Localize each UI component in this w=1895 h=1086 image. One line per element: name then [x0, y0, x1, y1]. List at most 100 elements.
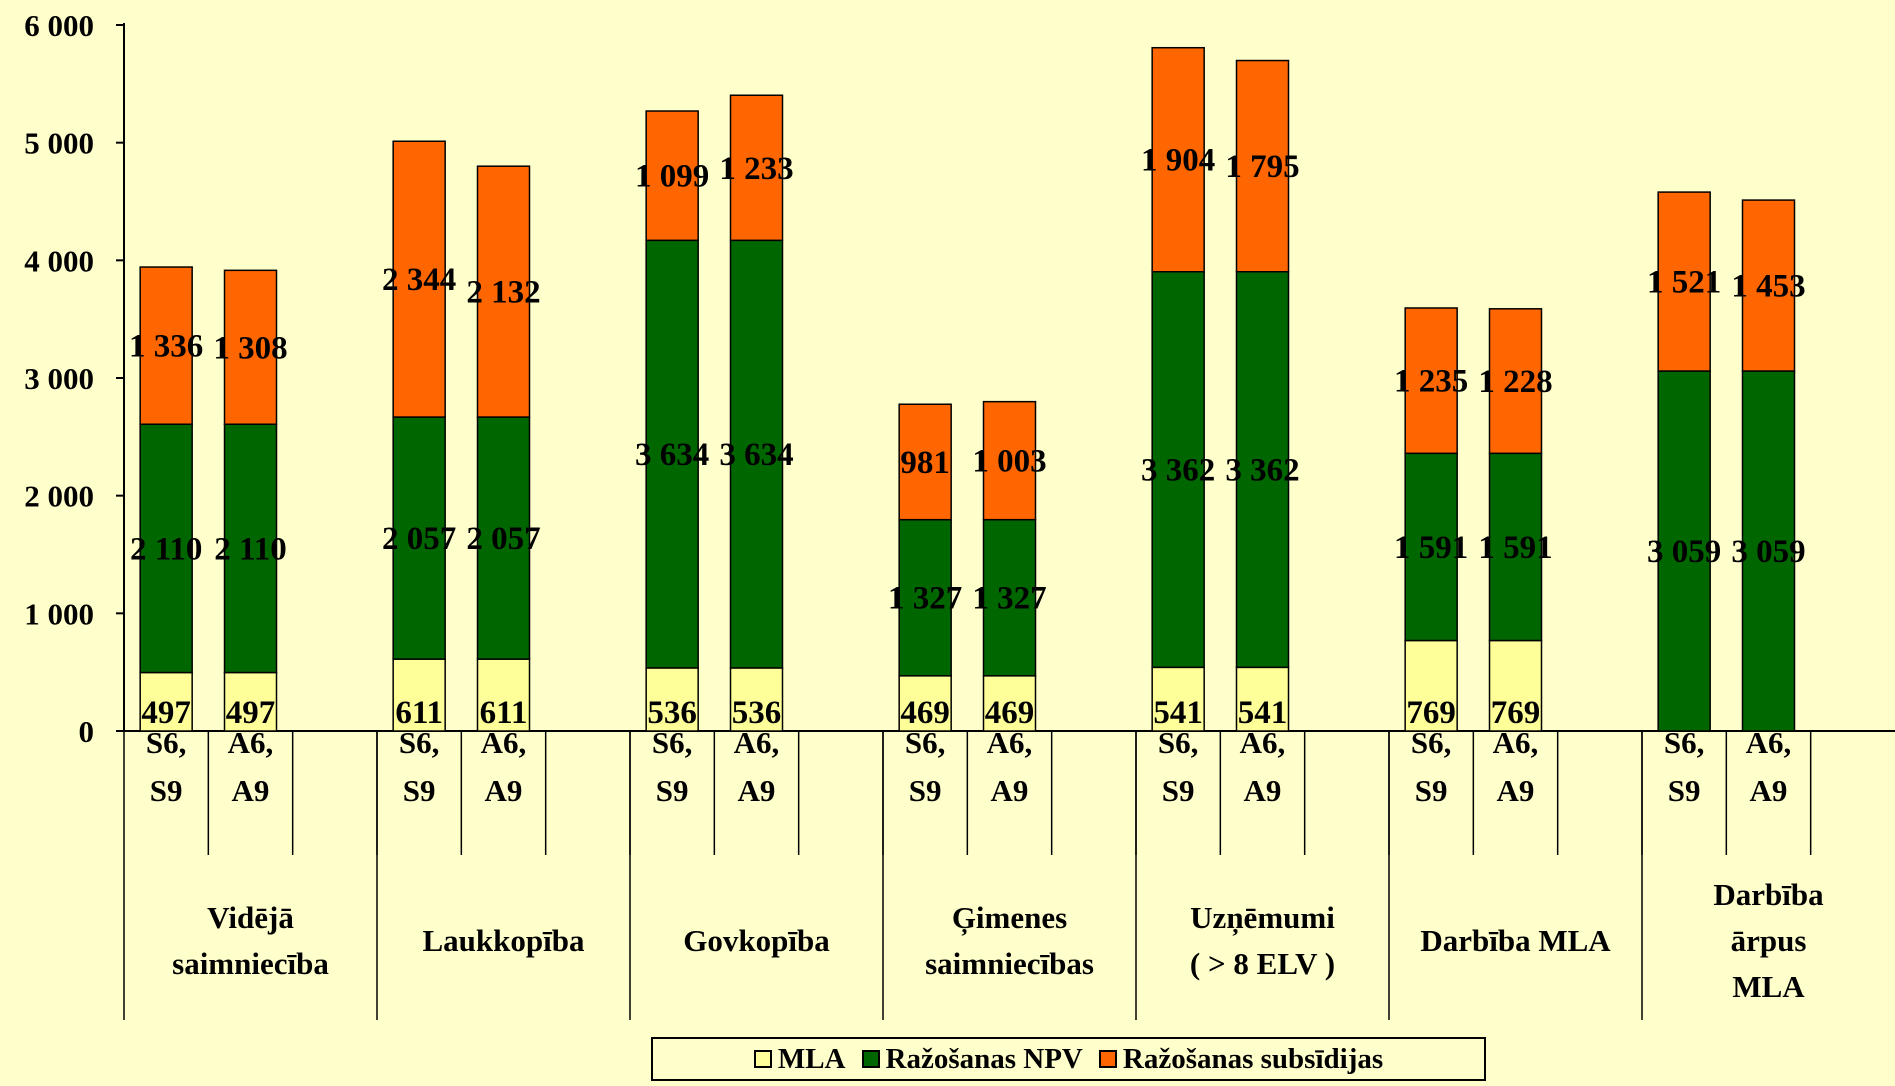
bar-segment-subsidies — [476, 165, 531, 418]
y-tick-label: 2 000 — [24, 479, 94, 514]
bar-segment-subsidies — [982, 400, 1037, 521]
category-label: S9 — [1668, 773, 1701, 808]
data-label-mla: 497 — [141, 695, 191, 731]
y-tick-label: 1 000 — [24, 596, 94, 631]
y-tick-label: 0 — [79, 714, 95, 749]
data-label-subsidies: 1 233 — [719, 151, 793, 187]
group-label: Govkopība — [683, 923, 830, 958]
category-label: S9 — [1162, 773, 1195, 808]
bar-segment-subsidies — [223, 269, 278, 425]
legend-swatch-subsidies — [1098, 1050, 1117, 1068]
data-label-mla: 536 — [732, 695, 782, 731]
bar-segment-subsidies — [392, 140, 446, 418]
bar-segment-subsidies — [1488, 308, 1543, 455]
data-label-npv: 1 591 — [1394, 530, 1468, 566]
bar-segment-npv — [1488, 452, 1543, 642]
bar-segment-mla — [1488, 639, 1543, 732]
data-label-subsidies: 2 344 — [382, 262, 456, 298]
data-label-mla: 469 — [985, 695, 1035, 731]
legend-swatch-npv — [861, 1050, 880, 1068]
data-label-subsidies: 1 904 — [1141, 143, 1215, 179]
bar-segment-mla — [1404, 639, 1458, 732]
bar-segment-npv — [223, 423, 278, 674]
category-label: S9 — [909, 773, 942, 808]
group-label: Uzņēmumi — [1190, 900, 1335, 936]
group-label: ( > 8 ELV ) — [1190, 946, 1335, 981]
bar-segment-mla — [729, 667, 784, 732]
data-label-npv: 3 059 — [1731, 534, 1805, 570]
data-label-mla: 469 — [900, 695, 950, 731]
bar-segment-subsidies — [1657, 191, 1711, 372]
data-label-mla: 769 — [1491, 695, 1541, 731]
data-label-npv: 2 057 — [382, 521, 456, 557]
data-label-mla: 769 — [1406, 695, 1456, 731]
y-tick-label: 3 000 — [24, 361, 94, 396]
group-label: saimniecības — [925, 946, 1094, 981]
category-label: S9 — [403, 773, 436, 808]
data-label-npv: 3 634 — [635, 437, 709, 473]
legend-label-mla: MLA — [777, 1042, 846, 1075]
data-label-subsidies: 1 795 — [1225, 149, 1299, 185]
bar-segment-npv — [729, 239, 784, 669]
data-label-npv: 3 059 — [1647, 534, 1721, 570]
group-label: saimniecība — [172, 946, 329, 981]
legend-swatch-mla — [753, 1050, 772, 1068]
data-label-npv: 2 110 — [130, 531, 202, 567]
group-label: ārpus — [1731, 923, 1807, 958]
category-label: S9 — [656, 773, 689, 808]
data-label-subsidies: 1 336 — [129, 329, 203, 365]
group-label: Vidējā — [207, 900, 294, 935]
group-label: MLA — [1732, 969, 1805, 1004]
y-tick-label: 4 000 — [24, 243, 94, 278]
group-label: Ģimenes — [952, 900, 1067, 936]
bar-segment-npv — [645, 239, 699, 669]
data-label-subsidies: 1 521 — [1647, 265, 1721, 301]
bar-segment-npv — [1404, 452, 1458, 642]
bar-segment-npv — [1235, 270, 1290, 669]
data-label-subsidies: 1 235 — [1394, 364, 1468, 400]
category-label: A9 — [991, 773, 1029, 808]
data-label-mla: 541 — [1153, 695, 1203, 731]
data-label-subsidies: 1 453 — [1731, 269, 1805, 305]
legend-item-npv: Ražošanas NPV — [861, 1042, 1083, 1076]
data-label-npv: 2 057 — [466, 521, 540, 557]
data-label-npv: 3 634 — [719, 437, 793, 473]
data-label-mla: 611 — [480, 695, 528, 731]
category-label: S9 — [1415, 773, 1448, 808]
data-label-npv: 1 327 — [972, 581, 1046, 617]
bar-segment-subsidies — [1151, 46, 1205, 273]
bar-segment-npv — [1657, 370, 1711, 732]
bar-segment-npv — [982, 518, 1037, 677]
bar-segment-mla — [139, 671, 193, 732]
bar-segment-subsidies — [139, 266, 193, 425]
bar-segment-npv — [898, 518, 952, 677]
group-label: Darbība — [1713, 877, 1824, 912]
data-label-subsidies: 2 132 — [466, 275, 540, 311]
bar-segment-subsidies — [645, 110, 699, 242]
bar-segment-subsidies — [1741, 199, 1796, 372]
category-label: A9 — [232, 773, 270, 808]
y-tick-label: 6 000 — [24, 8, 94, 43]
bar-segment-subsidies — [1235, 59, 1290, 273]
category-label: A9 — [1497, 773, 1535, 808]
legend-label-npv: Ražošanas NPV — [885, 1042, 1083, 1075]
bar-segment-mla — [392, 658, 446, 732]
category-label: A9 — [485, 773, 523, 808]
bar-segment-npv — [1741, 370, 1796, 732]
y-tick-label: 5 000 — [24, 126, 94, 161]
bar-segment-mla — [476, 658, 531, 732]
chart-legend: MLA Ražošanas NPV Ražošanas subsīdijas — [651, 1037, 1486, 1081]
data-label-mla: 536 — [647, 695, 697, 731]
data-label-mla: 541 — [1238, 695, 1288, 731]
bar-segment-npv — [139, 423, 193, 674]
legend-item-mla: MLA — [753, 1042, 846, 1076]
legend-item-subsidies: Ražošanas subsīdijas — [1098, 1043, 1383, 1076]
bar-segment-npv — [476, 416, 531, 660]
bar-segment-subsidies — [898, 403, 952, 521]
category-label: A9 — [1244, 773, 1282, 808]
data-label-mla: 497 — [226, 695, 276, 731]
category-label: S9 — [150, 773, 183, 808]
data-label-subsidies: 1 228 — [1478, 364, 1552, 400]
bar-segment-subsidies — [729, 94, 784, 242]
